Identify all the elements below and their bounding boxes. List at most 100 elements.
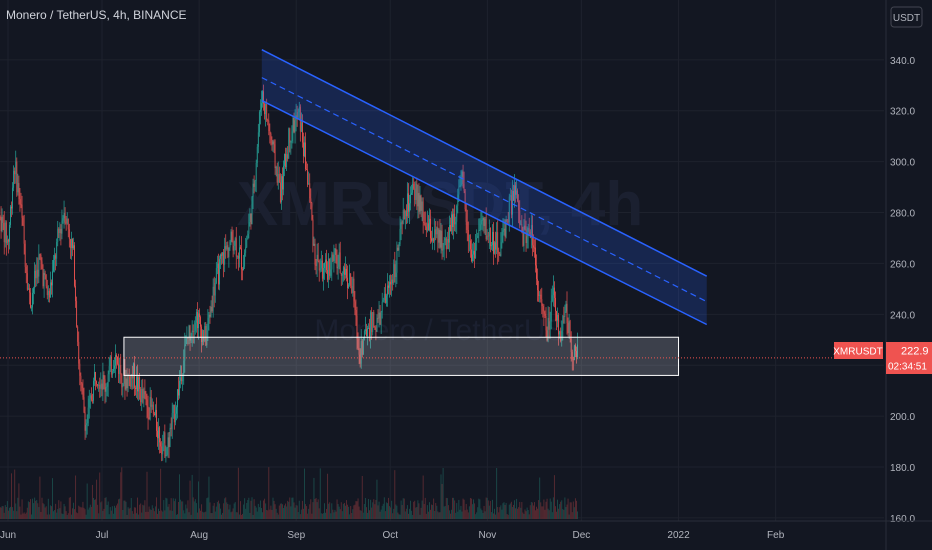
volume-bar [136,513,137,519]
volume-bar [178,502,179,519]
candle-body [76,301,78,327]
volume-bar [215,506,217,519]
volume-bar [327,473,329,519]
candle-body [472,254,473,261]
candle-body [539,294,541,297]
candle-body [513,190,514,201]
volume-bar [518,507,520,519]
candle-body [213,286,215,296]
volume-bar [132,513,134,519]
volume-bar [49,505,51,519]
candle-body [166,447,168,455]
candle-body [78,341,80,364]
volume-bar [142,504,144,519]
candle-body [348,284,349,289]
volume-bar [546,498,548,519]
candle-body [98,384,100,386]
volume-bar [457,511,459,519]
candle-body [74,245,75,286]
descending-channel[interactable] [261,48,708,326]
volume-bar [544,509,546,519]
volume-bar [60,501,62,519]
candle-body [521,224,523,232]
volume-bar [205,511,207,519]
volume-bar [77,513,79,519]
candle-body [163,432,165,444]
volume-bar [143,505,145,519]
candle-body [307,169,309,185]
candle-body [66,218,68,224]
candle-body [249,213,251,223]
candle-body [197,311,198,329]
volume-bar [135,507,136,519]
volume-bar [522,512,524,519]
volume-bar [440,474,442,519]
candle-body [425,226,427,231]
volume-bar [453,497,455,519]
candle-body [531,225,533,246]
volume-bar [66,514,68,519]
volume-bar [497,507,499,519]
channel-upper-line [261,48,708,277]
candle-body [370,312,372,337]
currency-button[interactable]: USDT [890,6,923,28]
candle-body [140,388,142,403]
candles [0,84,578,463]
volume-bar [158,508,159,519]
candle-body [150,396,152,407]
candle-body [244,252,246,267]
volume-bar [148,506,150,519]
candle-body [173,404,175,423]
volume-bar [393,508,395,519]
currency-button-label[interactable]: USDT [893,13,920,24]
candle-body [145,394,147,400]
candle-body [459,185,461,187]
candle-body [83,397,85,413]
volume-bar [354,504,356,519]
volume-bar [369,510,371,519]
price-tick-label: 260.0 [890,259,915,270]
candle-body [339,252,341,274]
volume-bar [98,513,100,519]
volume-bar [104,497,106,519]
volume-bar [415,507,417,519]
volume-bar [141,512,143,519]
volume-bar [514,500,515,519]
volume-bar [527,509,529,519]
candle-body [262,91,263,104]
volume-bar [89,504,91,519]
volume-bar [353,505,355,519]
volume-bar [528,514,530,519]
time-tick-label: Feb [767,530,785,541]
volume-bar [461,511,463,519]
volume-bar [360,510,362,519]
candle-body [190,336,192,341]
volume-bar [200,510,201,519]
volume-bar [170,498,172,519]
volume-bar [268,467,270,519]
volume-bar [70,514,72,519]
candle-body [57,228,59,243]
volume-bar [366,507,367,519]
candle-body [482,218,484,221]
volume-bar [272,497,274,519]
volume-bar [394,470,396,519]
support-zone[interactable] [123,336,680,376]
candle-body [393,264,395,284]
candle-body [426,223,428,231]
currency-button-frame[interactable] [890,6,923,28]
volume-bar [423,503,425,519]
volume-bar [501,509,503,519]
volume-bar [520,507,522,519]
candle-body [109,356,111,367]
candle-body [512,190,513,215]
volume-bar [337,504,339,519]
time-axis[interactable]: Jun Jul Aug Sep Oct Nov Dec 2022 Feb [0,520,932,541]
volume-bar [573,507,575,519]
volume-bar [532,505,534,519]
volume-bar [273,500,275,519]
volume-bar [188,512,190,519]
candle-body [59,228,61,234]
volume-bar [330,513,332,519]
